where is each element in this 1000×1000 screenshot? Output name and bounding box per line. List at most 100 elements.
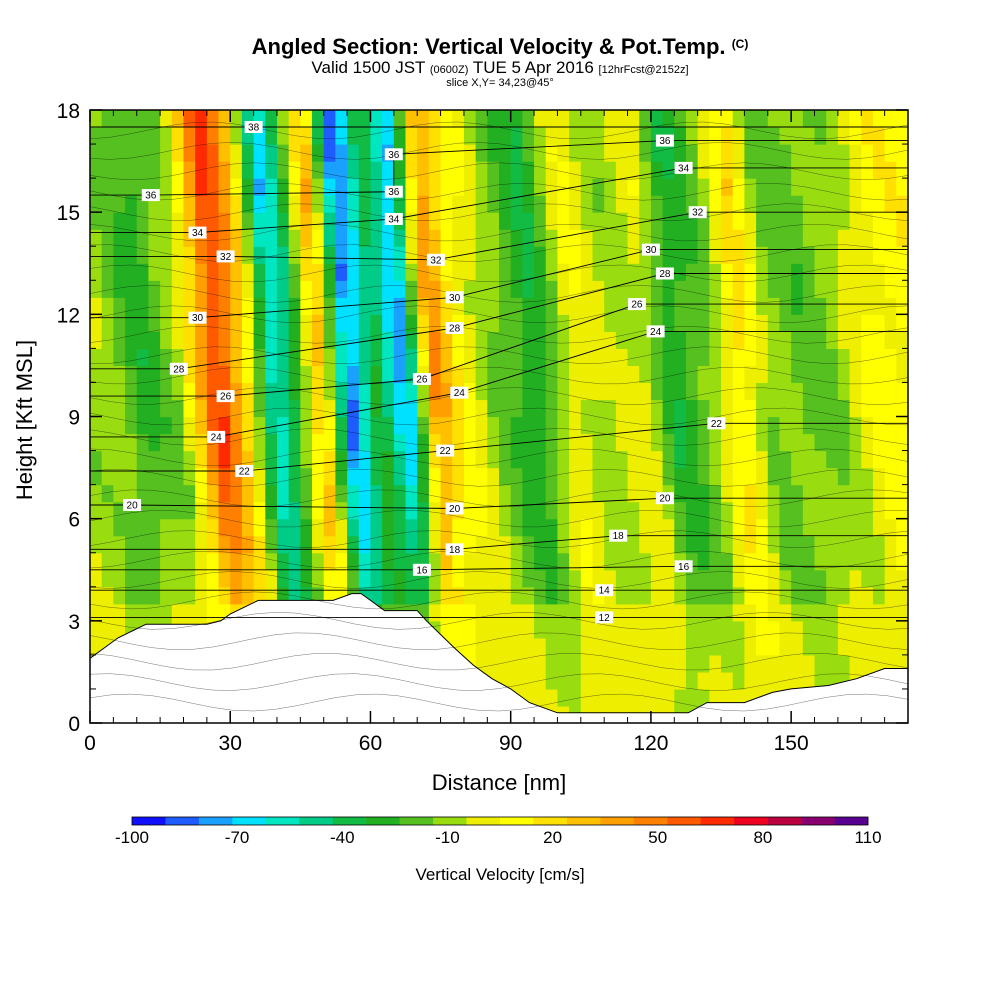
colorbar-swatch <box>700 817 735 825</box>
contour-label-text: 20 <box>659 494 671 505</box>
velocity-cell <box>323 110 336 128</box>
velocity-cell <box>183 331 196 349</box>
x-tick-label: 150 <box>774 732 809 755</box>
theta-contour-label: 18 <box>609 529 628 542</box>
velocity-cell <box>300 416 313 435</box>
velocity-cell <box>697 671 710 690</box>
theta-contour-label: 12 <box>595 611 614 624</box>
velocity-cell <box>428 314 442 332</box>
velocity-cell <box>756 331 769 349</box>
velocity-cell <box>276 348 290 367</box>
velocity-cell <box>592 467 605 486</box>
colorbar-title: Vertical Velocity [cm/s] <box>415 865 584 884</box>
velocity-cell <box>837 297 851 315</box>
contour-label-box <box>646 325 665 338</box>
velocity-cell <box>499 433 512 452</box>
velocity-cell <box>557 501 570 520</box>
theta-contour-line <box>90 305 908 324</box>
contour-label-box <box>412 563 431 576</box>
velocity-cell <box>721 348 734 367</box>
velocity-cell <box>428 399 442 418</box>
velocity-cell <box>358 161 372 179</box>
velocity-cell <box>475 297 488 315</box>
velocity-cell <box>393 569 407 588</box>
velocity-cell <box>347 263 360 281</box>
velocity-cell <box>767 365 781 384</box>
velocity-cell <box>195 331 208 349</box>
velocity-cell <box>487 229 500 247</box>
velocity-cell <box>896 314 908 332</box>
velocity-cell <box>650 535 664 554</box>
velocity-cell <box>814 620 827 639</box>
velocity-cell <box>557 603 570 622</box>
velocity-cell <box>650 365 664 384</box>
velocity-cell <box>136 399 150 418</box>
velocity-cell <box>183 467 196 486</box>
velocity-cell <box>218 416 231 435</box>
velocity-cell <box>826 178 839 196</box>
velocity-cell <box>347 144 360 162</box>
velocity-cell <box>90 603 103 622</box>
velocity-cell <box>802 212 816 230</box>
velocity-cell <box>744 110 757 128</box>
velocity-cell <box>580 331 594 349</box>
velocity-cell <box>276 535 290 554</box>
theta-contour-line <box>90 591 908 610</box>
velocity-cell <box>241 484 255 503</box>
velocity-cell <box>697 110 710 128</box>
velocity-cell <box>148 382 161 401</box>
velocity-cell <box>382 314 395 332</box>
velocity-cell <box>218 212 231 230</box>
velocity-cell <box>569 263 582 281</box>
velocity-cell <box>615 569 629 588</box>
velocity-cell <box>393 331 407 349</box>
velocity-cell <box>896 212 908 230</box>
velocity-cell <box>685 535 699 554</box>
velocity-cell <box>265 297 278 315</box>
theta-contour-line <box>90 571 908 589</box>
velocity-cell <box>160 382 173 401</box>
velocity-cell <box>312 144 325 162</box>
velocity-cell <box>685 144 699 162</box>
velocity-cell <box>849 195 862 213</box>
velocity-cell <box>463 535 477 554</box>
colorbar-swatch <box>165 817 200 825</box>
velocity-cell <box>335 178 348 196</box>
velocity-cell <box>861 280 874 298</box>
velocity-cell <box>405 280 418 298</box>
velocity-cell <box>545 382 559 401</box>
velocity-cell <box>779 212 792 230</box>
velocity-cell <box>101 399 114 418</box>
velocity-cell <box>569 552 582 571</box>
velocity-cell <box>499 620 512 639</box>
velocity-cell <box>136 348 150 367</box>
velocity-cell <box>522 314 535 332</box>
velocity-cell <box>393 467 407 486</box>
velocity-cell <box>872 161 886 179</box>
velocity-cell <box>335 161 348 179</box>
velocity-cell <box>849 331 862 349</box>
velocity-cell <box>534 467 547 486</box>
velocity-cell <box>136 246 150 264</box>
velocity-cell <box>650 382 664 401</box>
velocity-cell <box>814 348 827 367</box>
velocity-cell <box>802 280 816 298</box>
contour-label-box <box>412 373 431 385</box>
velocity-cell <box>522 654 535 673</box>
velocity-cell <box>697 535 710 554</box>
velocity-cell <box>884 161 897 179</box>
velocity-cell <box>732 671 745 690</box>
velocity-cell <box>580 178 594 196</box>
velocity-cell <box>417 161 430 179</box>
velocity-cell <box>370 484 383 503</box>
velocity-cell <box>697 263 710 281</box>
velocity-cell <box>569 467 582 486</box>
velocity-cell <box>604 433 617 452</box>
velocity-cell <box>312 280 325 298</box>
velocity-cell <box>276 518 290 537</box>
velocity-cell <box>767 620 781 639</box>
contour-label-text: 34 <box>678 163 690 174</box>
velocity-cell <box>534 110 547 128</box>
y-tick-label: 3 <box>68 611 80 634</box>
velocity-cell <box>896 433 908 452</box>
